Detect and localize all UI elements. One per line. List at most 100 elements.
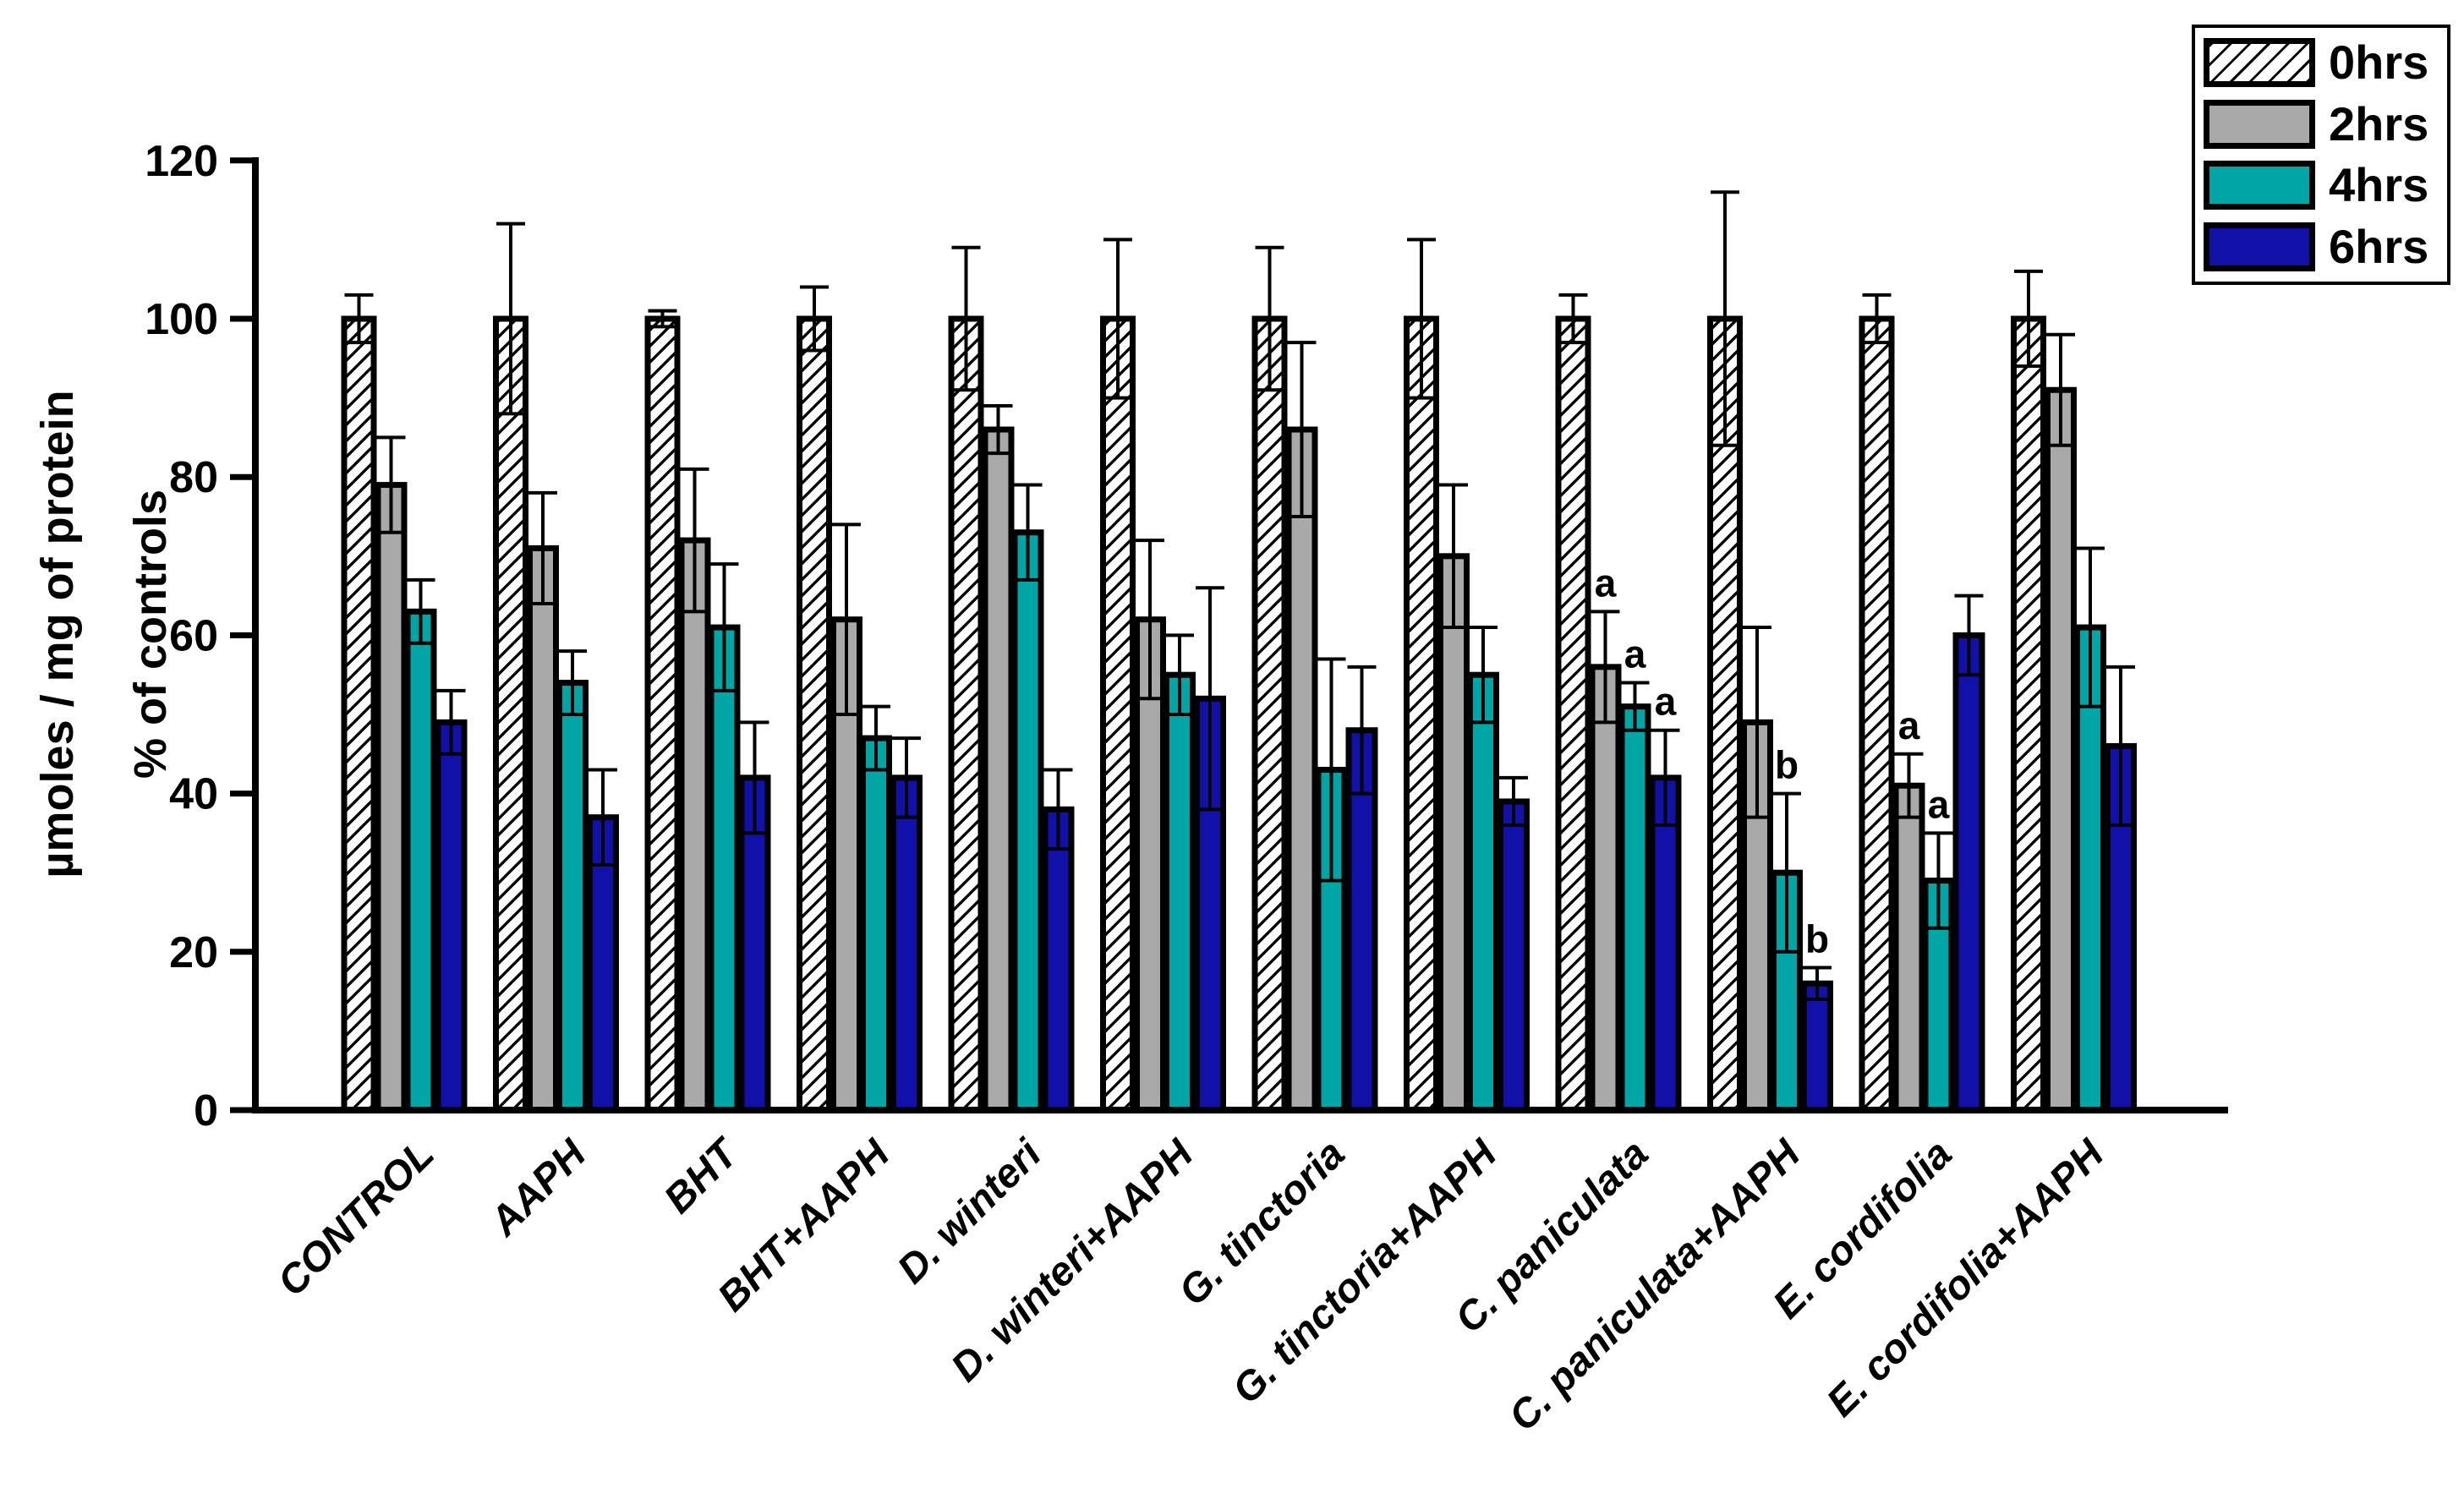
y-tick-label: 100 (145, 295, 218, 344)
error-bar-2hrs (680, 467, 709, 614)
bar-2hrs (1741, 719, 1773, 1113)
error-bar-0hrs (800, 285, 829, 353)
bar-4hrs (860, 735, 892, 1113)
error-bar-2hrs (983, 403, 1013, 456)
error-bar-4hrs (1469, 626, 1498, 725)
error-bar-4hrs (1772, 791, 1801, 954)
bar-2hrs (375, 482, 408, 1113)
x-category-label: AAPH (481, 1130, 595, 1245)
x-category-label: CONTROL (269, 1131, 442, 1305)
legend-swatch-2hrs-icon (2204, 99, 2315, 149)
error-bar-4hrs (1165, 633, 1194, 716)
error-bar-6hrs (1803, 966, 1832, 1001)
bar-2hrs (678, 537, 711, 1113)
bar-0hrs (644, 315, 681, 1113)
y-tick-label: 60 (169, 611, 218, 660)
bar-4hrs (404, 608, 437, 1113)
error-bar-0hrs (648, 309, 677, 329)
legend-swatch-6hrs-icon (2204, 222, 2315, 271)
bar-4hrs (1618, 703, 1651, 1113)
bar-0hrs (2011, 315, 2046, 1113)
significance-letter: a (1928, 782, 1950, 826)
bar-0hrs (948, 315, 984, 1113)
bar-6hrs (1498, 798, 1530, 1113)
error-bar-6hrs (892, 736, 921, 819)
bar-2hrs (1437, 553, 1470, 1113)
significance-letter: b (1805, 917, 1829, 961)
x-category-label: E. cordifolia+AAPH (1819, 1130, 2114, 1425)
bar-6hrs (1952, 632, 1985, 1113)
legend-item-4hrs: 4hrs (2204, 158, 2439, 212)
bar-4hrs (1164, 671, 1196, 1113)
error-bar-4hrs (406, 577, 435, 645)
significance-letter: a (1655, 680, 1677, 724)
error-bar-2hrs (1136, 539, 1164, 701)
bar-6hrs (1649, 774, 1682, 1113)
y-tick-label: 0 (194, 1086, 218, 1135)
error-bar-0hrs (496, 222, 525, 416)
significance-letter: a (1595, 561, 1617, 605)
bar-0hrs (1555, 315, 1591, 1113)
y-tick-label: 80 (169, 453, 218, 502)
significance-letter: b (1775, 743, 1799, 787)
legend-item-2hrs: 2hrs (2204, 99, 2439, 149)
bar-2hrs (1285, 426, 1318, 1113)
bar-0hrs (797, 315, 832, 1113)
error-bar-0hrs (951, 245, 981, 392)
bar-6hrs (1042, 806, 1075, 1113)
error-bar-6hrs (1651, 728, 1680, 828)
error-bar-6hrs (589, 768, 617, 867)
error-bar-0hrs (1711, 190, 1739, 447)
error-bar-6hrs (1347, 665, 1377, 796)
error-bar-2hrs (832, 522, 861, 716)
y-tick-label: 40 (169, 770, 218, 819)
error-bar-4hrs (1013, 483, 1043, 582)
bar-6hrs (435, 719, 468, 1113)
legend-item-6hrs: 6hrs (2204, 222, 2439, 271)
legend-swatch-0hrs-icon (2204, 38, 2315, 87)
error-bar-0hrs (2014, 269, 2043, 369)
error-bar-0hrs (344, 293, 374, 345)
error-bar-4hrs (1924, 831, 1953, 930)
bar-6hrs (1801, 980, 1833, 1113)
x-category-label: BHT (656, 1130, 749, 1223)
x-category-label: C. paniculata+AAPH (1501, 1130, 1810, 1440)
error-bar-2hrs (1287, 341, 1317, 518)
bar-0hrs (1100, 315, 1136, 1113)
y-axis-title-line2: % of controls (125, 490, 176, 779)
error-bar-2hrs (376, 435, 406, 534)
error-bar-2hrs (528, 490, 557, 605)
significance-letter: a (1624, 632, 1646, 676)
error-bar-4hrs (862, 704, 890, 772)
bar-0hrs (1859, 315, 1895, 1113)
error-bar-6hrs (740, 720, 769, 835)
legend-label-4hrs: 4hrs (2329, 158, 2429, 212)
bar-0hrs (341, 315, 377, 1113)
error-bar-0hrs (1255, 245, 1284, 392)
error-bar-0hrs (1103, 238, 1132, 400)
bar-4hrs (708, 624, 741, 1113)
error-bar-6hrs (1954, 594, 1984, 677)
error-bars-layer (344, 190, 2135, 1001)
error-bar-4hrs (1620, 681, 1650, 732)
error-bar-4hrs (558, 649, 587, 716)
error-bar-0hrs (1862, 293, 1892, 345)
bar-0hrs (1251, 315, 1288, 1113)
bar-2hrs (1589, 664, 1622, 1113)
bar-0hrs (493, 315, 528, 1113)
error-bar-6hrs (1196, 586, 1224, 812)
error-bar-4hrs (2076, 546, 2105, 708)
bar-4hrs (1011, 529, 1044, 1113)
bar-4hrs (1467, 671, 1499, 1113)
y-tick-label: 20 (169, 928, 218, 977)
error-bar-6hrs (1043, 768, 1073, 851)
legend: 0hrs 2hrs 4hrs 6hrs (2192, 25, 2450, 285)
error-bar-4hrs (1317, 657, 1346, 883)
bar-2hrs (527, 544, 559, 1113)
error-bar-0hrs (1558, 293, 1588, 345)
error-bar-2hrs (1743, 626, 1771, 819)
bar-2hrs (982, 426, 1015, 1113)
